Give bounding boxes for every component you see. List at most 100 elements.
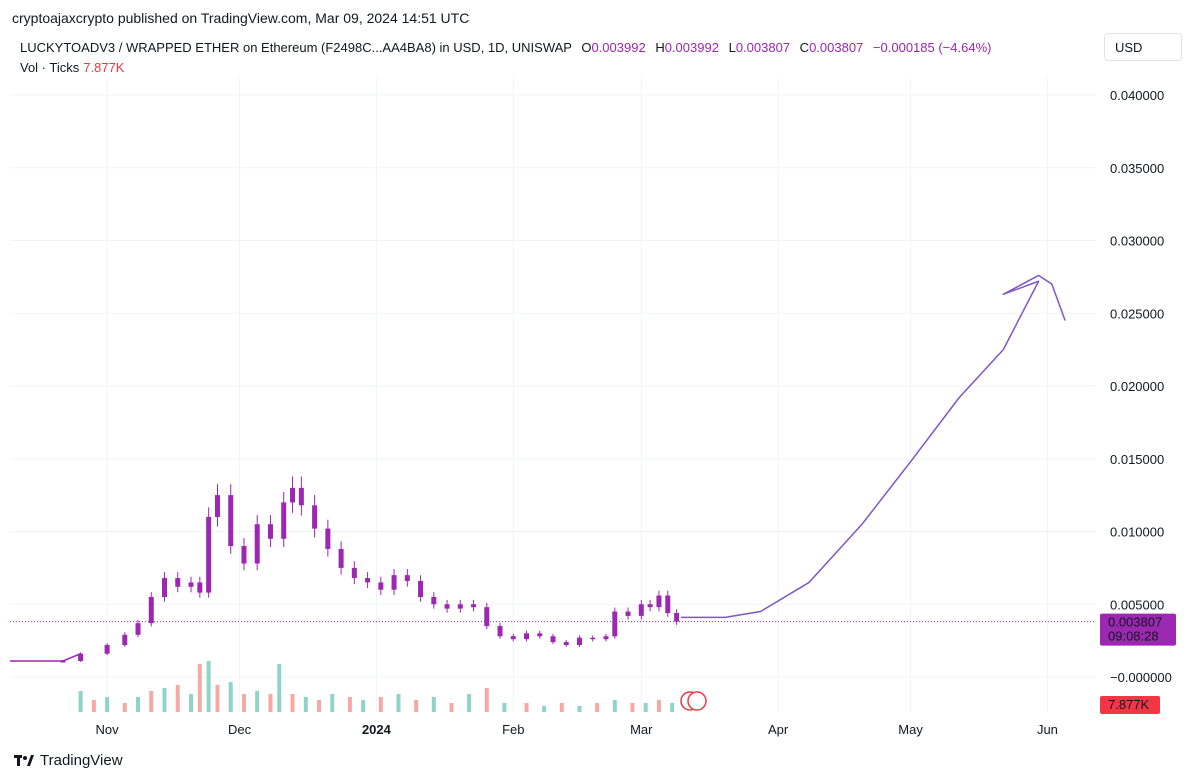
footer-brand-text: TradingView: [40, 752, 123, 769]
candle-body: [188, 582, 194, 587]
candle-body: [206, 516, 212, 593]
candle-body: [576, 637, 582, 645]
open-label: O: [581, 40, 592, 55]
candle-body: [175, 578, 181, 587]
close-label: C: [799, 40, 810, 55]
change-value: −0.000185 (−4.64%): [872, 40, 992, 55]
x-tick-label: Apr: [768, 722, 789, 737]
volume-tag-value: 7.877K: [1108, 697, 1150, 712]
candle-body: [135, 623, 141, 635]
candle-body: [267, 524, 273, 539]
candle-body: [612, 611, 618, 637]
volume-label[interactable]: Vol · Ticks: [20, 60, 80, 75]
candle-body: [241, 546, 247, 564]
volume-bar: [656, 700, 661, 712]
volume-bar: [303, 697, 308, 712]
x-tick-label: Feb: [502, 722, 524, 737]
candle-body: [162, 578, 168, 597]
candle-body: [674, 612, 680, 622]
high-label: H: [655, 40, 665, 55]
volume-bar: [197, 664, 202, 712]
volume-bar: [122, 703, 127, 712]
volume-bar: [467, 694, 472, 712]
publisher-line: cryptoajaxcrypto published on TradingVie…: [12, 10, 470, 26]
volume-bar: [175, 685, 180, 712]
x-tick-label: Mar: [630, 722, 653, 737]
volume-bar: [361, 700, 366, 712]
candle-body: [148, 596, 154, 624]
last-price-tag-value: 0.003807: [1108, 615, 1162, 630]
price-line: [10, 653, 81, 662]
candle-body: [510, 636, 516, 640]
y-tick-label: 0.035000: [1110, 161, 1164, 176]
candle-body: [254, 524, 260, 564]
candle-body: [298, 487, 304, 506]
y-tick-label: 0.025000: [1110, 306, 1164, 321]
low-label: L: [728, 40, 736, 55]
candle-body: [281, 502, 287, 539]
candle-body: [325, 528, 331, 549]
y-tick-label: −0.000000: [1110, 670, 1172, 685]
volume-bar: [149, 691, 154, 712]
symbol-title[interactable]: LUCKYTOADV3 / WRAPPED ETHER on Ethereum …: [20, 40, 572, 55]
volume-bar: [378, 697, 383, 712]
candle-body: [590, 637, 596, 640]
countdown-tag-value: 09:08:28: [1108, 629, 1159, 644]
candle-body: [351, 567, 357, 579]
candle-body: [656, 595, 662, 608]
volume-bar: [396, 694, 401, 712]
volume-bar: [542, 706, 547, 712]
tradingview-logo-icon: [14, 754, 34, 766]
us-flag-icon: [687, 691, 707, 711]
volume-bar: [317, 700, 322, 712]
x-tick-label: 2024: [362, 722, 392, 737]
volume-bar: [189, 694, 193, 712]
y-tick-label: 0.020000: [1110, 379, 1164, 394]
candle-body: [625, 611, 631, 616]
x-tick-label: Jun: [1037, 722, 1058, 737]
ohlc-legend: LUCKYTOADV3 / WRAPPED ETHER on Ethereum …: [20, 40, 991, 55]
volume-bar: [414, 700, 419, 712]
volume-bar: [162, 688, 167, 712]
open-value: 0.003992: [591, 40, 646, 55]
candle-body: [471, 604, 477, 608]
forecast-drawing: [681, 274, 1066, 619]
candle-body: [563, 642, 569, 645]
candle-body: [214, 495, 220, 517]
volume-bar: [595, 703, 600, 712]
footer-brand: TradingView: [14, 752, 123, 769]
volume-bar: [643, 703, 648, 712]
volume-bar: [255, 691, 260, 712]
y-tick-label: 0.030000: [1110, 234, 1164, 249]
volume-bar: [268, 694, 273, 712]
volume-bar: [612, 700, 617, 712]
volume-bar: [206, 661, 211, 712]
candle-body: [122, 634, 128, 645]
volume-bar: [241, 694, 246, 712]
high-value: 0.003992: [664, 40, 719, 55]
y-tick-label: 0.015000: [1110, 452, 1164, 467]
candle-body: [391, 575, 397, 590]
volume-bar: [449, 703, 454, 712]
volume-bar: [630, 703, 635, 712]
volume-bar: [330, 694, 335, 712]
candle-body: [378, 582, 384, 590]
candle-body: [647, 604, 653, 608]
candle-body: [497, 626, 503, 637]
candle-body: [338, 548, 344, 568]
x-tick-label: Dec: [228, 722, 252, 737]
candle-body: [665, 595, 671, 613]
candle-body: [290, 487, 296, 503]
candle-body: [228, 495, 234, 547]
volume-bar: [502, 703, 507, 712]
volume-bar: [484, 688, 489, 712]
candle-body: [431, 596, 437, 605]
candle-body: [104, 644, 110, 654]
candle-body: [457, 604, 463, 609]
volume-bar: [136, 697, 141, 712]
candle-body: [78, 653, 84, 661]
x-tick-label: May: [898, 722, 923, 737]
candle-body: [550, 636, 556, 643]
currency-button[interactable]: USD: [1104, 33, 1182, 61]
